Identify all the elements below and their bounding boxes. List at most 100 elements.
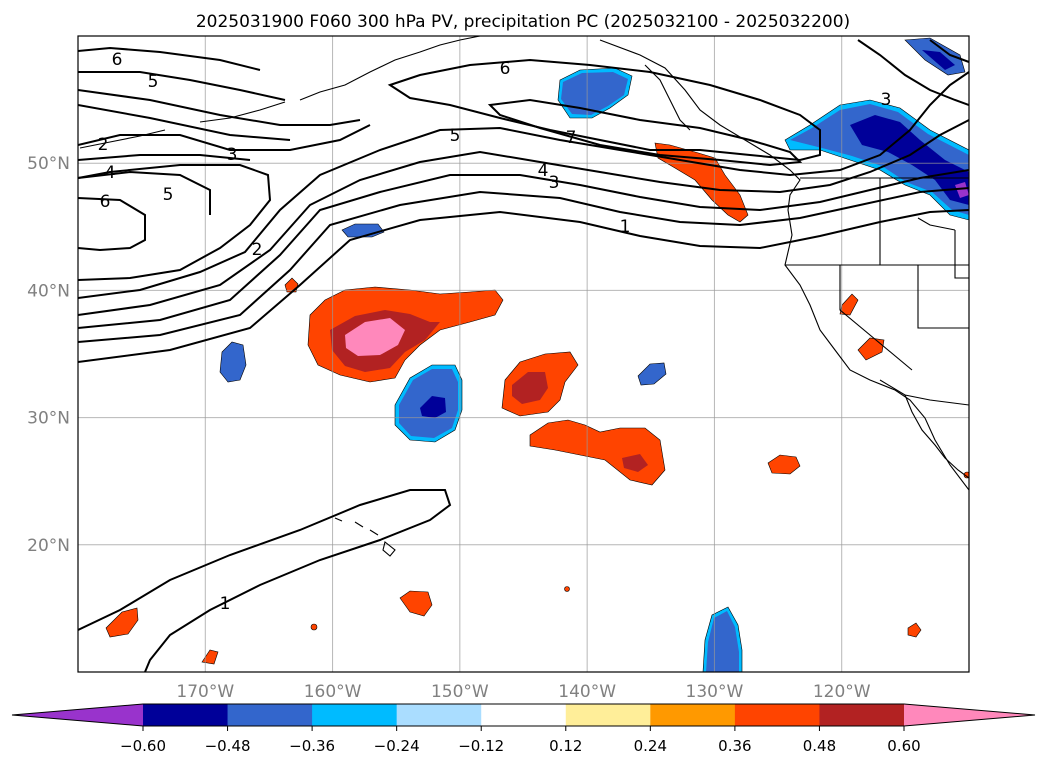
- precip-blob: [512, 372, 548, 404]
- contour-label: 2: [98, 135, 109, 155]
- lat-tick-label: 50°N: [27, 154, 70, 174]
- lat-tick-label: 40°N: [27, 281, 70, 301]
- contour-label: 2: [252, 240, 263, 260]
- map-panel: 6 5 2 4 6 3 5 2 6 5 7 4 3 1 3 1 170°W 160…: [27, 35, 970, 702]
- colorbar-tick-label: 0.36: [718, 737, 751, 755]
- contour-labels: 6 5 2 4 6 3 5 2 6 5 7 4 3 1 3 1: [98, 50, 892, 614]
- colorbar-tick-label: 0.48: [803, 737, 836, 755]
- coastline-west-coast: [599, 39, 969, 491]
- contour-label: 6: [500, 59, 511, 79]
- lon-tick-label: 120°W: [813, 682, 871, 702]
- border-state: [954, 230, 969, 279]
- precip-blob: [839, 293, 859, 316]
- coastline-alaska: [299, 36, 481, 101]
- lon-tick-label: 140°W: [558, 682, 616, 702]
- colorbar-cell: [227, 704, 313, 726]
- colorbar-tick-label: −0.48: [205, 737, 251, 755]
- pv-contour: [78, 164, 272, 281]
- colorbar-tick-label: −0.12: [458, 737, 504, 755]
- colorbar-tick-label: −0.24: [374, 737, 420, 755]
- colorbar: −0.60 −0.48 −0.36 −0.24 −0.12 0.12 0.24 0.36 0.4…: [11, 703, 1036, 755]
- precip-blob: [907, 622, 922, 638]
- precip-blob: [219, 341, 247, 383]
- precip-blob: [310, 623, 318, 631]
- pv-contour: [78, 89, 361, 126]
- pv-contour: [487, 98, 803, 167]
- contour-label: 5: [450, 126, 461, 146]
- coastlines: [79, 36, 969, 557]
- precip-blob: [637, 362, 667, 386]
- colorbar-cell: [481, 704, 567, 726]
- precipitation-shading: [105, 37, 969, 672]
- map-frame: [77, 35, 970, 673]
- figure-title: 2025031900 F060 300 hPa PV, precipitatio…: [196, 12, 850, 32]
- pv-contour: [78, 104, 291, 141]
- precip-blob: [105, 607, 139, 638]
- contour-label: 4: [538, 161, 549, 181]
- border-state: [839, 265, 913, 371]
- colorbar-extend-high: [904, 704, 1035, 726]
- contour-label: 7: [566, 128, 577, 148]
- contour-label: 5: [148, 72, 159, 92]
- pv-contour: [78, 187, 969, 343]
- border-state: [917, 217, 956, 231]
- colorbar-cell: [650, 704, 736, 726]
- precip-blob: [399, 590, 433, 617]
- colorbar-tick-label: −0.60: [120, 737, 166, 755]
- contour-label: 6: [112, 50, 123, 70]
- lat-tick-label: 20°N: [27, 536, 70, 556]
- contour-label: 5: [163, 185, 174, 205]
- colorbar-tick-label: 0.12: [549, 737, 582, 755]
- precip-blob: [767, 454, 801, 475]
- contour-label: 1: [620, 217, 631, 237]
- contour-label: 3: [227, 145, 238, 165]
- pv-contour: [929, 39, 969, 63]
- coastline-aleutians: [79, 129, 166, 149]
- coastline-islands: [644, 64, 691, 131]
- colorbar-cell: [819, 704, 905, 726]
- colorbar-cell: [396, 704, 482, 726]
- pv-contour: [78, 197, 146, 252]
- precip-blob: [622, 454, 648, 472]
- latitude-tick-labels: 50°N 40°N 30°N 20°N: [27, 154, 70, 556]
- precip-blob: [790, 104, 969, 215]
- lon-tick-label: 170°W: [176, 682, 234, 702]
- contour-label: 3: [881, 90, 892, 110]
- pv-contour: [78, 169, 969, 329]
- precip-blob: [201, 649, 219, 665]
- colorbar-tick-label: −0.36: [289, 737, 335, 755]
- precip-blob: [955, 182, 969, 198]
- coastline-baja: [904, 394, 969, 479]
- pv-contour: [78, 170, 211, 215]
- border-state: [917, 265, 969, 329]
- colorbar-cell: [143, 704, 229, 726]
- contour-label: 4: [105, 163, 116, 183]
- pv-contour: [78, 489, 452, 672]
- colorbar-tick-label: 0.24: [634, 737, 667, 755]
- pv-contour: [78, 154, 251, 161]
- precip-blob: [420, 396, 446, 418]
- precip-blob: [564, 586, 570, 592]
- pv-contour: [78, 209, 969, 363]
- pv-contour: [857, 39, 969, 106]
- contour-label: 3: [549, 173, 560, 193]
- colorbar-cell: [734, 704, 820, 726]
- pv-contours: [78, 39, 969, 672]
- precip-blob: [345, 318, 405, 356]
- pv-contour: [78, 119, 969, 316]
- longitude-tick-labels: 170°W 160°W 150°W 140°W 130°W 120°W: [176, 682, 870, 702]
- pv-contour: [387, 58, 821, 162]
- lat-tick-label: 30°N: [27, 409, 70, 429]
- precip-blob: [922, 50, 955, 70]
- contour-label: 1: [220, 594, 231, 614]
- colorbar-extend-low: [12, 704, 143, 726]
- contour-label: 6: [100, 192, 111, 212]
- lon-tick-label: 130°W: [686, 682, 744, 702]
- precip-blob: [561, 72, 628, 115]
- coastline-aleutians: [199, 101, 286, 123]
- lon-tick-label: 160°W: [304, 682, 362, 702]
- precip-blob: [850, 115, 969, 205]
- pv-contour: [78, 71, 286, 101]
- border-us-mexico: [879, 379, 969, 406]
